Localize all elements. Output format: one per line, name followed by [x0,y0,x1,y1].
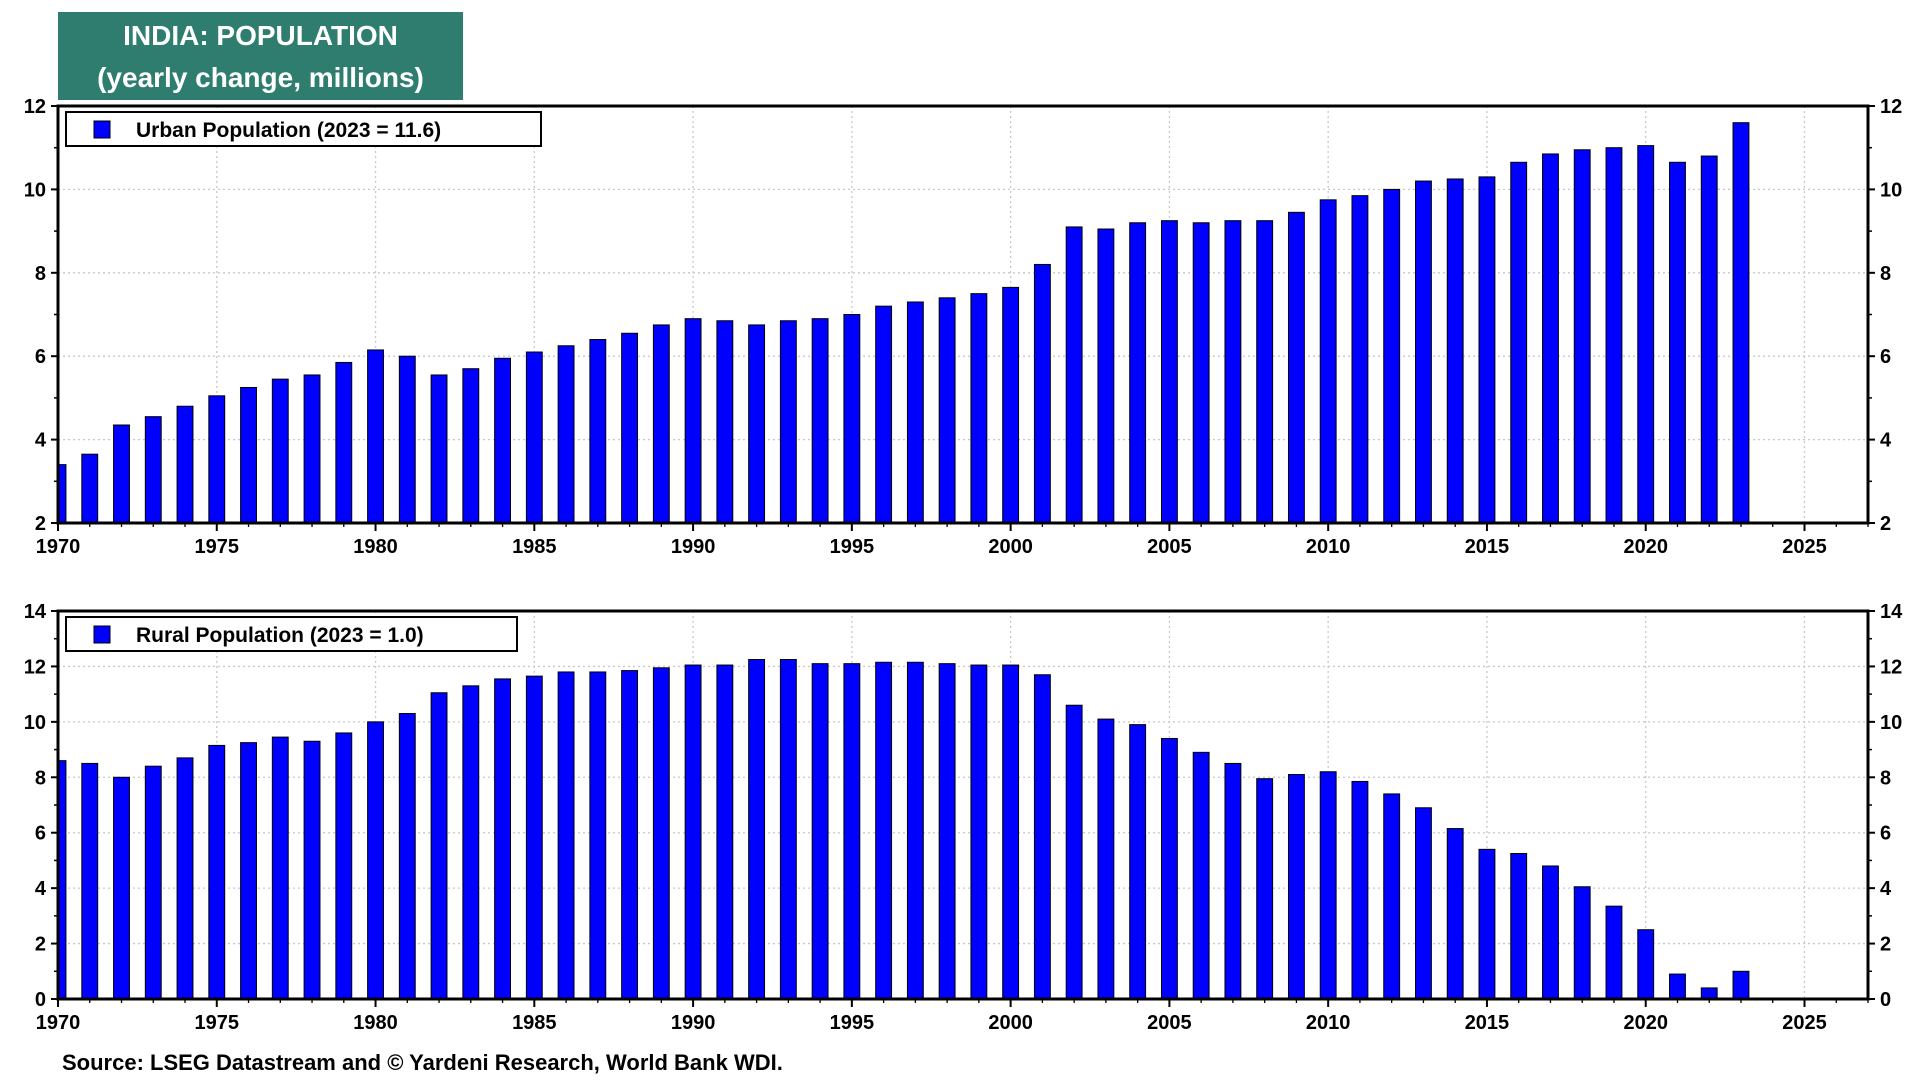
urban-bar-2016 [1510,161,1528,524]
urban-bar-2019 [1605,147,1623,524]
chart-subtitle: (yearly change, millions) [97,62,424,93]
urban-ytick-label-right: 4 [1880,430,1892,452]
urban-legend-box [65,111,542,147]
urban-bar-1971 [81,453,99,524]
urban-legend-label: Urban Population (2023 = 11.6) [136,119,441,142]
urban-bar-1983 [462,368,480,524]
urban-bar-1981 [398,355,416,524]
urban-ytick-label-left: 10 [24,179,46,201]
urban-bar-2021 [1669,161,1686,524]
chart-title: INDIA: POPULATION [123,20,398,51]
urban-ytick-label-left: 2 [35,513,46,535]
urban-bar-2007 [1224,220,1242,524]
urban-bar-1986 [557,345,575,524]
urban-bar-1987 [589,339,607,524]
urban-xtick-label: 2000 [988,536,1033,558]
urban-axes: 2 2 4 4 6 6 8 8 10 10 12 12 1970 1975 1980 1985 1990 1995… [24,96,1903,558]
urban-bar-2003 [1097,228,1115,524]
urban-xtick-label: 2010 [1306,536,1351,558]
urban-bar-1978 [303,374,321,524]
urban-bar-2013 [1415,180,1432,524]
urban-bar-2005 [1160,220,1178,524]
urban-xtick-label: 1985 [512,536,557,558]
urban-bar-1993 [779,320,797,524]
urban-bar-2004 [1129,222,1147,524]
urban-legend-swatch [93,120,111,139]
urban-bar-2022 [1700,155,1718,524]
urban-xtick-label: 2020 [1623,536,1668,558]
urban-bar-1982 [430,374,448,524]
urban-bar-1997 [906,301,924,524]
urban-bar-2010 [1319,199,1337,524]
urban-ytick-label-right: 8 [1880,263,1891,285]
urban-bar-1977 [271,378,289,524]
source-note: Source: LSEG Datastream and © Yardeni Re… [62,1050,783,1075]
urban-bar-1988 [621,332,639,524]
urban-bar-2023 [1732,122,1750,524]
urban-bar-2008 [1256,220,1274,524]
urban-bar-2009 [1287,211,1305,524]
urban-ytick-label-right: 12 [1880,96,1902,118]
urban-xtick-label: 1980 [353,536,398,558]
urban-bars [57,122,1750,524]
urban-xtick-label: 1970 [36,536,81,558]
urban-bar-1994 [811,318,829,524]
urban-gridlines [58,106,1868,523]
urban-bar-1991 [716,320,734,524]
urban-ytick-label-right: 2 [1880,513,1891,535]
urban-xtick-label: 1995 [830,536,875,558]
urban-ytick-label-left: 4 [35,430,47,452]
urban-bar-2014 [1446,178,1464,524]
urban-xtick-label: 2015 [1465,536,1510,558]
urban-xtick-label: 1975 [195,536,240,558]
urban-ytick-label-right: 10 [1880,179,1902,201]
urban-bar-1995 [843,314,861,524]
urban-bar-1989 [652,324,670,524]
urban-ytick-label-left: 6 [35,346,46,368]
urban-bar-1980 [367,349,384,524]
chart-title-box: INDIA: POPULATION (yearly change, millio… [58,12,463,100]
urban-ytick-label-left: 8 [35,263,46,285]
urban-xtick-label: 2005 [1147,536,1192,558]
urban-xtick-label: 1990 [671,536,716,558]
urban-bar-1990 [684,318,702,524]
urban-ytick-label-left: 12 [24,96,46,118]
urban-bar-1985 [525,351,543,524]
urban-bar-2006 [1192,222,1210,524]
urban-plot-frame [56,104,1870,525]
urban-bar-2017 [1542,153,1559,524]
urban-bar-1976 [240,386,257,524]
urban-bar-1972 [113,424,130,524]
urban-bar-1999 [970,293,988,524]
urban-bar-1998 [938,297,956,524]
urban-bar-1984 [494,357,511,524]
urban-bar-2012 [1383,188,1401,524]
urban-bar-2011 [1351,195,1369,524]
urban-bar-1979 [335,361,353,524]
urban-bar-1975 [208,395,226,524]
urban-bar-2018 [1573,149,1591,524]
urban-xtick-label: 2025 [1782,536,1827,558]
urban-ytick-label-right: 6 [1880,346,1891,368]
urban-bar-2002 [1065,226,1083,524]
urban-bar-1996 [875,305,893,524]
urban-bar-2020 [1637,145,1655,524]
urban-bar-1973 [144,416,162,524]
urban-bar-2001 [1033,263,1051,524]
urban-bar-2015 [1478,176,1496,524]
urban-bar-2000 [1002,286,1020,524]
urban-bar-1974 [176,405,194,524]
urban-bar-1992 [748,324,766,524]
urban-legend: Urban Population (2023 = 11.6) [65,111,542,147]
